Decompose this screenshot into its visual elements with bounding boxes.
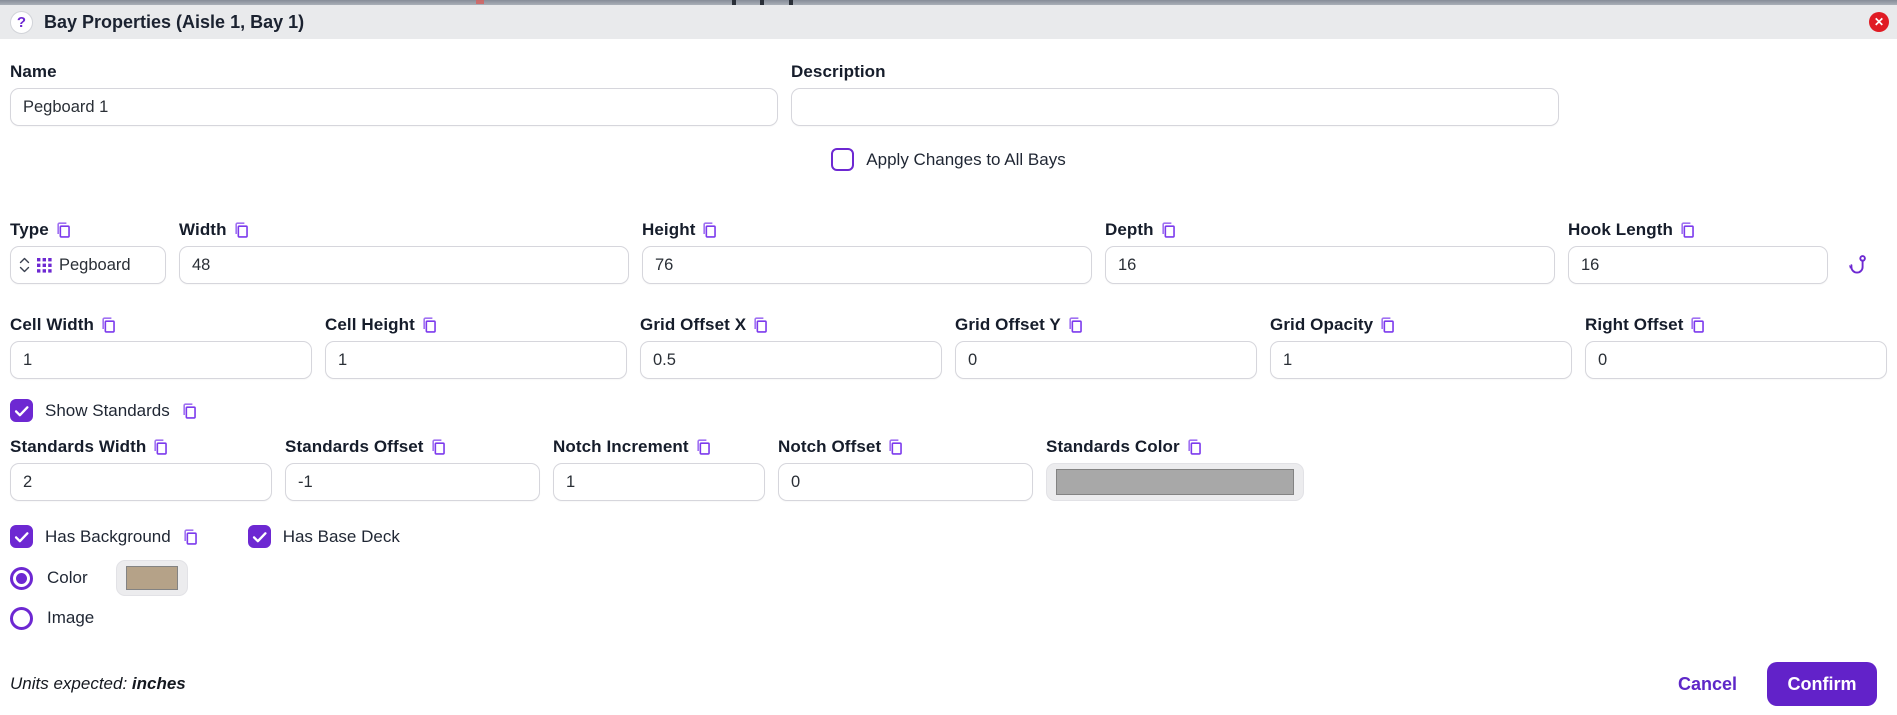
copy-icon[interactable] (753, 316, 770, 334)
has-background-checkbox[interactable] (10, 525, 33, 548)
notch-increment-label: Notch Increment (553, 437, 689, 456)
grid-opacity-label: Grid Opacity (1270, 315, 1374, 334)
color-radio[interactable] (10, 566, 33, 590)
type-selected-value: Pegboard (59, 255, 131, 274)
notch-offset-field: Notch Offset (778, 436, 1033, 501)
copy-icon[interactable] (153, 438, 170, 456)
description-field: Description (791, 61, 1559, 126)
grid-offset-y-label: Grid Offset Y (955, 315, 1061, 334)
image-radio-label: Image (47, 608, 95, 627)
grid-opacity-input[interactable] (1270, 341, 1572, 379)
copy-icon[interactable] (1380, 316, 1397, 334)
copy-icon[interactable] (182, 402, 199, 420)
copy-icon[interactable] (234, 221, 251, 239)
copy-icon[interactable] (101, 316, 118, 334)
notch-increment-field: Notch Increment (553, 436, 765, 501)
height-input[interactable] (642, 246, 1092, 284)
standards-width-field: Standards Width (10, 436, 272, 501)
type-label: Type (10, 220, 49, 239)
cancel-button[interactable]: Cancel (1677, 673, 1737, 694)
standards-offset-label: Standards Offset (285, 437, 424, 456)
grid-offset-x-field: Grid Offset X (640, 314, 942, 379)
width-field: Width (179, 219, 629, 284)
has-base-deck-checkbox[interactable] (247, 525, 271, 548)
standards-offset-input[interactable] (285, 463, 540, 501)
standards-color-label: Standards Color (1046, 437, 1180, 456)
notch-offset-input[interactable] (778, 463, 1033, 501)
grid-offset-x-label: Grid Offset X (640, 315, 747, 334)
dialog-title: Bay Properties (Aisle 1, Bay 1) (44, 11, 305, 32)
copy-icon[interactable] (702, 221, 719, 239)
cell-width-input[interactable] (10, 341, 312, 379)
grid-offset-x-input[interactable] (640, 341, 942, 379)
right-offset-field: Right Offset (1585, 314, 1887, 379)
cell-height-label: Cell Height (325, 315, 415, 334)
help-icon[interactable]: ? (10, 10, 33, 34)
height-field: Height (642, 219, 1092, 284)
copy-icon[interactable] (888, 438, 905, 456)
image-radio[interactable] (10, 606, 33, 630)
notch-offset-label: Notch Offset (778, 437, 882, 456)
grid-offset-y-field: Grid Offset Y (955, 314, 1257, 379)
has-base-deck-label: Has Base Deck (282, 526, 400, 546)
standards-offset-field: Standards Offset (285, 436, 540, 501)
cell-height-field: Cell Height (325, 314, 627, 379)
copy-icon[interactable] (1161, 221, 1178, 239)
width-input[interactable] (179, 246, 629, 284)
copy-icon[interactable] (422, 316, 439, 334)
show-standards-checkbox[interactable] (10, 399, 33, 422)
right-offset-input[interactable] (1585, 341, 1887, 379)
selector-arrows-icon (19, 257, 30, 273)
copy-icon[interactable] (1680, 221, 1697, 239)
units-note: Units expected: inches (10, 674, 186, 693)
standards-color-field: Standards Color (1046, 436, 1304, 501)
grid-offset-y-input[interactable] (955, 341, 1257, 379)
hook-length-label: Hook Length (1568, 220, 1673, 239)
units-value: inches (131, 674, 186, 693)
name-field: Name (10, 61, 778, 126)
background-color-swatch[interactable] (115, 560, 188, 596)
copy-icon[interactable] (1187, 438, 1204, 456)
right-offset-label: Right Offset (1585, 315, 1684, 334)
type-select[interactable]: Pegboard (10, 246, 166, 284)
hook-icon[interactable] (1849, 246, 1869, 284)
color-radio-label: Color (47, 568, 88, 587)
show-standards-label: Show Standards (45, 400, 170, 420)
cell-width-field: Cell Width (10, 314, 312, 379)
copy-icon[interactable] (56, 221, 73, 239)
name-input[interactable] (10, 88, 778, 126)
description-input[interactable] (791, 88, 1559, 126)
close-icon[interactable]: ✕ (1869, 12, 1889, 32)
background-app-strip (0, 0, 1897, 5)
grid-opacity-field: Grid Opacity (1270, 314, 1572, 379)
standards-color-swatch[interactable] (1046, 463, 1304, 501)
copy-icon[interactable] (1068, 316, 1085, 334)
name-label: Name (10, 62, 57, 81)
has-background-label: Has Background (45, 526, 171, 546)
depth-label: Depth (1105, 220, 1154, 239)
notch-increment-input[interactable] (553, 463, 765, 501)
hook-length-input[interactable] (1568, 246, 1828, 284)
apply-all-checkbox[interactable] (831, 148, 855, 171)
standards-width-label: Standards Width (10, 437, 147, 456)
confirm-button[interactable]: Confirm (1767, 662, 1877, 706)
width-label: Width (179, 220, 227, 239)
copy-icon[interactable] (1690, 316, 1707, 334)
copy-icon[interactable] (183, 528, 200, 546)
copy-icon[interactable] (696, 438, 713, 456)
depth-input[interactable] (1105, 246, 1555, 284)
copy-icon[interactable] (431, 438, 448, 456)
cell-width-label: Cell Width (10, 315, 94, 334)
dialog-titlebar: ? Bay Properties (Aisle 1, Bay 1) ✕ (0, 5, 1897, 39)
description-label: Description (791, 62, 886, 81)
type-field: Type Pegboard (10, 219, 166, 284)
pegboard-grid-icon (37, 257, 52, 273)
cell-height-input[interactable] (325, 341, 627, 379)
depth-field: Depth (1105, 219, 1555, 284)
apply-all-label: Apply Changes to All Bays (866, 149, 1066, 169)
height-label: Height (642, 220, 696, 239)
standards-width-input[interactable] (10, 463, 272, 501)
hook-length-field: Hook Length (1568, 219, 1828, 284)
